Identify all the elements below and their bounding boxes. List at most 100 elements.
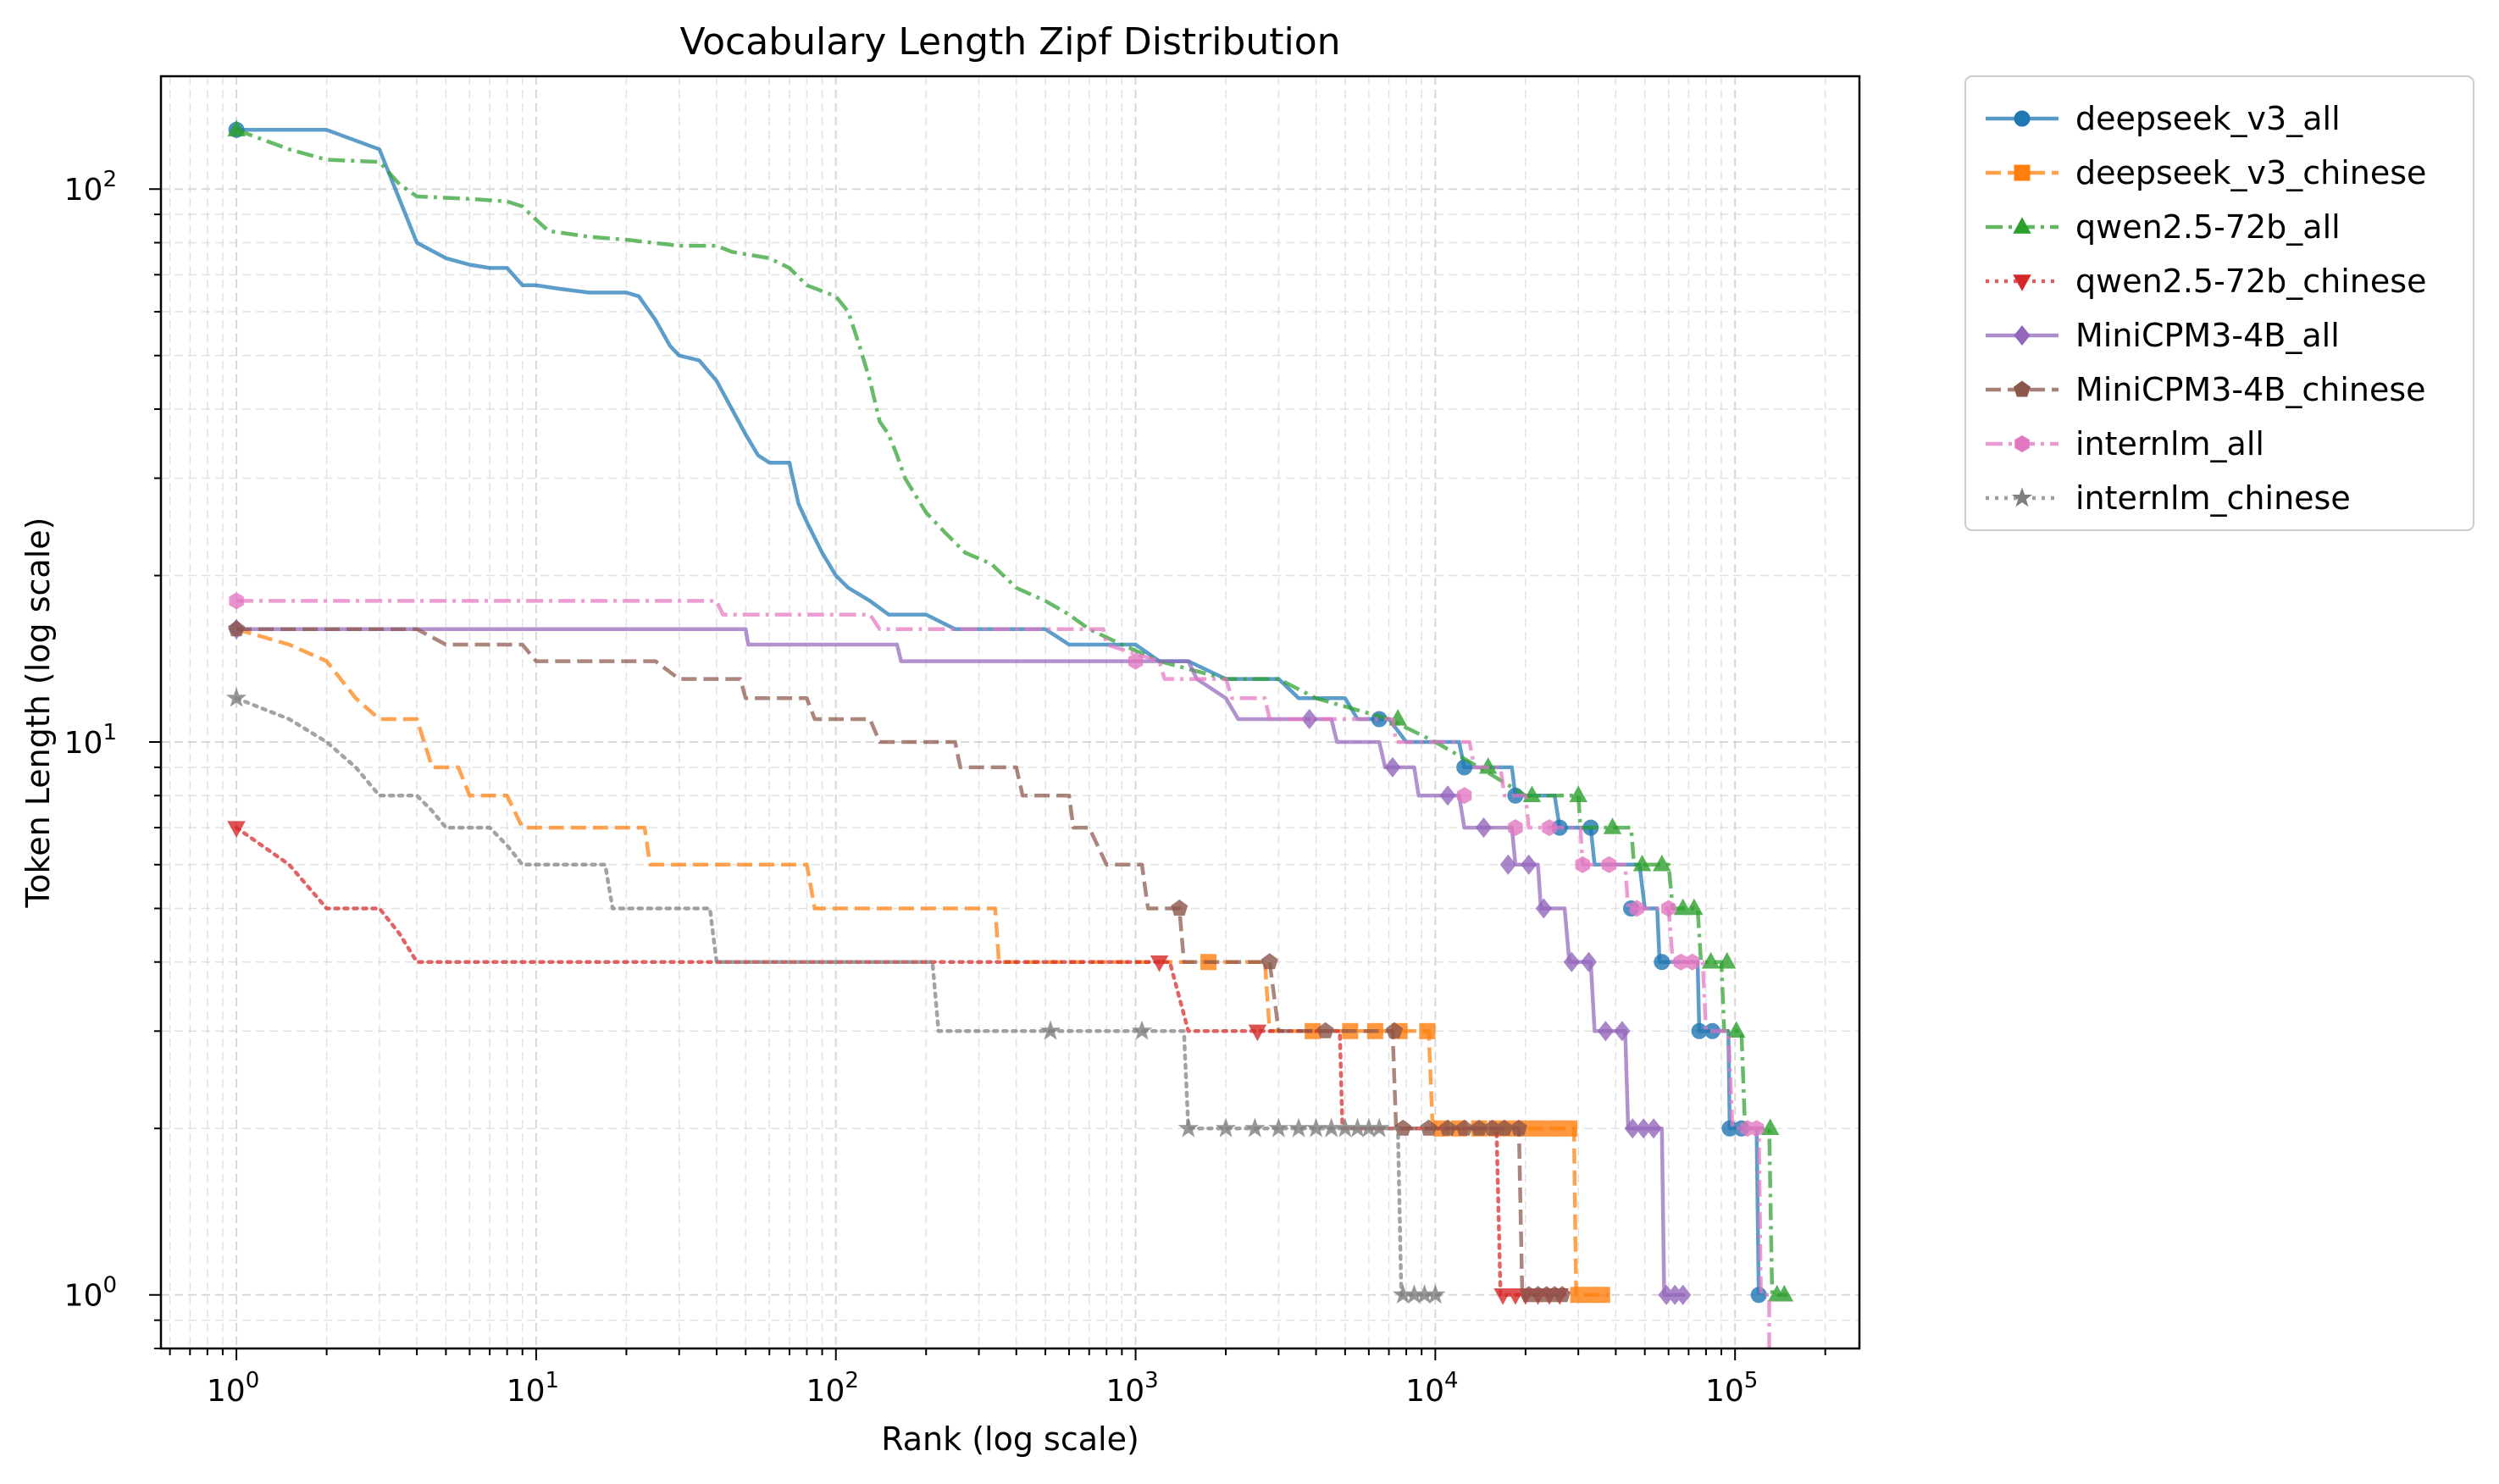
legend-label: qwen2.5-72b_all <box>2075 208 2341 246</box>
chart-title: Vocabulary Length Zipf Distribution <box>679 20 1340 64</box>
legend-label: deepseek_v3_chinese <box>2075 154 2426 191</box>
plot-area <box>225 119 1794 1348</box>
series-line <box>236 128 1761 1295</box>
data-point <box>1439 1119 1457 1136</box>
data-point <box>1419 1022 1436 1039</box>
x-tick-label: 105 <box>1705 1368 1758 1409</box>
data-point <box>1316 1022 1334 1038</box>
y-tick-label: 100 <box>64 1273 117 1314</box>
data-point <box>1420 1119 1438 1136</box>
data-point <box>1131 1020 1153 1040</box>
data-point <box>228 620 246 637</box>
plot-frame <box>159 75 1861 1350</box>
data-point <box>1601 856 1617 873</box>
data-point <box>1301 708 1318 730</box>
data-point <box>1521 854 1538 875</box>
data-point <box>2013 274 2031 291</box>
data-point <box>1439 785 1456 806</box>
data-point <box>1128 652 1144 670</box>
series-line <box>235 128 1788 1297</box>
data-point <box>1215 1117 1237 1138</box>
data-point <box>1535 898 1552 919</box>
legend: deepseek_v3_all deepseek_v3_chinese qwen2.… <box>1964 75 2474 531</box>
data-point <box>1660 900 1676 917</box>
data-point <box>2013 217 2031 234</box>
data-point <box>1673 898 1693 916</box>
data-point <box>1508 819 1523 837</box>
data-point <box>1685 898 1704 916</box>
data-point <box>1563 951 1580 972</box>
legend-label: MiniCPM3-4B_all <box>2075 317 2340 354</box>
data-point <box>1614 1021 1631 1042</box>
data-point <box>1177 1117 1199 1138</box>
series-line <box>234 696 1444 1297</box>
data-point <box>1150 955 1169 972</box>
data-point <box>1554 1286 1571 1303</box>
data-point <box>1493 1288 1512 1305</box>
data-point <box>1748 1120 1765 1138</box>
y-axis-label: Token Length (log scale) <box>19 518 57 909</box>
legend-box <box>1964 75 2474 531</box>
data-point <box>1580 951 1598 972</box>
data-point <box>2014 435 2030 453</box>
data-point <box>1701 951 1720 969</box>
series-markers <box>229 592 1765 1138</box>
data-point <box>1750 1287 1767 1304</box>
data-point <box>2014 324 2031 346</box>
series-markers <box>225 687 1446 1304</box>
legend-label: internlm_all <box>2075 425 2264 462</box>
data-point <box>1645 1118 1662 1139</box>
data-point <box>1455 1119 1473 1136</box>
data-point <box>1385 1022 1404 1038</box>
series-MiniCPM3-4B_chinese <box>228 620 1571 1303</box>
data-point <box>1674 1284 1692 1305</box>
data-point <box>1593 1287 1610 1304</box>
data-point <box>1384 756 1401 778</box>
data-point <box>227 821 246 838</box>
data-point <box>1288 1117 1310 1138</box>
data-point <box>1268 1117 1289 1138</box>
legend-label: qwen2.5-72b_chinese <box>2075 263 2426 300</box>
data-point <box>2014 164 2031 181</box>
data-point <box>1261 953 1278 970</box>
series-internlm_all <box>229 592 1771 1348</box>
data-point <box>1775 1284 1794 1302</box>
data-point <box>1632 854 1652 872</box>
data-point <box>1654 954 1671 971</box>
data-point <box>1244 1117 1266 1138</box>
y-tick-label: 102 <box>64 167 117 208</box>
data-point <box>1561 1120 1578 1137</box>
data-point <box>225 687 247 707</box>
x-axis-label: Rank (log scale) <box>881 1420 1139 1458</box>
series-markers <box>228 620 1571 1303</box>
data-point <box>1685 953 1700 971</box>
data-point <box>1495 1119 1513 1136</box>
data-point <box>1653 854 1671 872</box>
data-point <box>1569 785 1588 802</box>
data-point <box>1717 951 1737 969</box>
series-line <box>236 599 1771 1348</box>
data-point <box>1542 819 1557 837</box>
data-point <box>1456 787 1472 805</box>
data-point <box>1597 1021 1615 1042</box>
data-point <box>1369 1117 1390 1138</box>
data-point <box>2011 487 2033 507</box>
data-point <box>1171 899 1189 916</box>
data-point <box>1629 900 1644 917</box>
data-point <box>2014 110 2031 127</box>
data-point <box>1603 817 1622 834</box>
series-internlm_chinese <box>225 687 1446 1304</box>
legend-label: internlm_chinese <box>2075 479 2351 517</box>
series-line <box>236 627 1565 1297</box>
data-point <box>1726 1021 1746 1038</box>
legend-label: deepseek_v3_all <box>2075 100 2341 137</box>
data-point <box>1575 856 1590 873</box>
data-point <box>1760 1118 1780 1135</box>
data-point <box>1425 1283 1446 1304</box>
data-point <box>1510 1119 1527 1136</box>
data-point <box>2013 380 2031 397</box>
data-point <box>1475 817 1493 839</box>
legend-label: MiniCPM3-4B_chinese <box>2075 371 2426 408</box>
data-point <box>1394 1119 1412 1136</box>
data-point <box>1624 1118 1641 1139</box>
